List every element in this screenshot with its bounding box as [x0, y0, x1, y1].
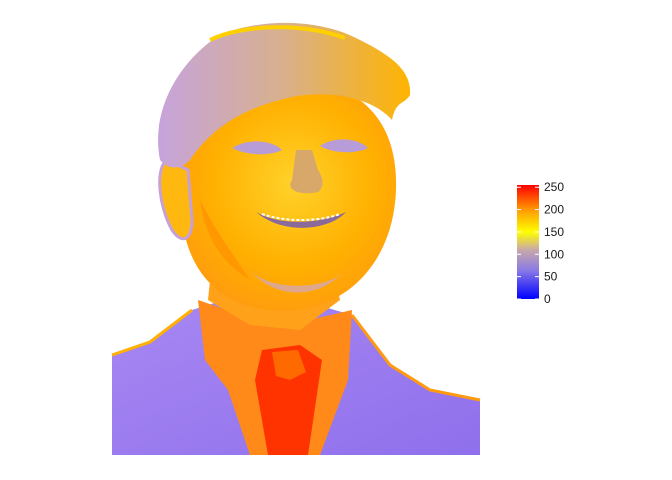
heatmap-image — [111, 22, 481, 455]
heatmap-region-tie — [255, 345, 322, 455]
heatmap-feature-mouth — [256, 212, 346, 228]
colorbar-gradient-bar — [517, 185, 539, 299]
heatmap-feature-nose — [290, 150, 323, 194]
colorbar-tick-label: 100 — [544, 247, 564, 261]
colorbar-tick-label: 200 — [544, 203, 564, 217]
colorbar-tick-label: 150 — [544, 225, 564, 239]
colorbar: 0 50 100 150 200 250 — [517, 180, 564, 306]
colorbar-tick-label: 50 — [544, 270, 558, 284]
colorbar-tick-label: 0 — [544, 292, 551, 306]
heatmap-feature-eye-right — [320, 139, 368, 153]
heatmap-region-ear — [158, 158, 194, 241]
heatmap-feature-eye-left — [232, 141, 282, 155]
heatmap-region-suit-edge — [111, 308, 193, 357]
colorbar-tick-label: 250 — [544, 180, 564, 194]
colorbar-ticks: 0 50 100 150 200 250 — [517, 180, 564, 306]
heatmap-region-hair — [158, 22, 411, 168]
heatmap-region-suit-edge-right — [350, 314, 481, 402]
